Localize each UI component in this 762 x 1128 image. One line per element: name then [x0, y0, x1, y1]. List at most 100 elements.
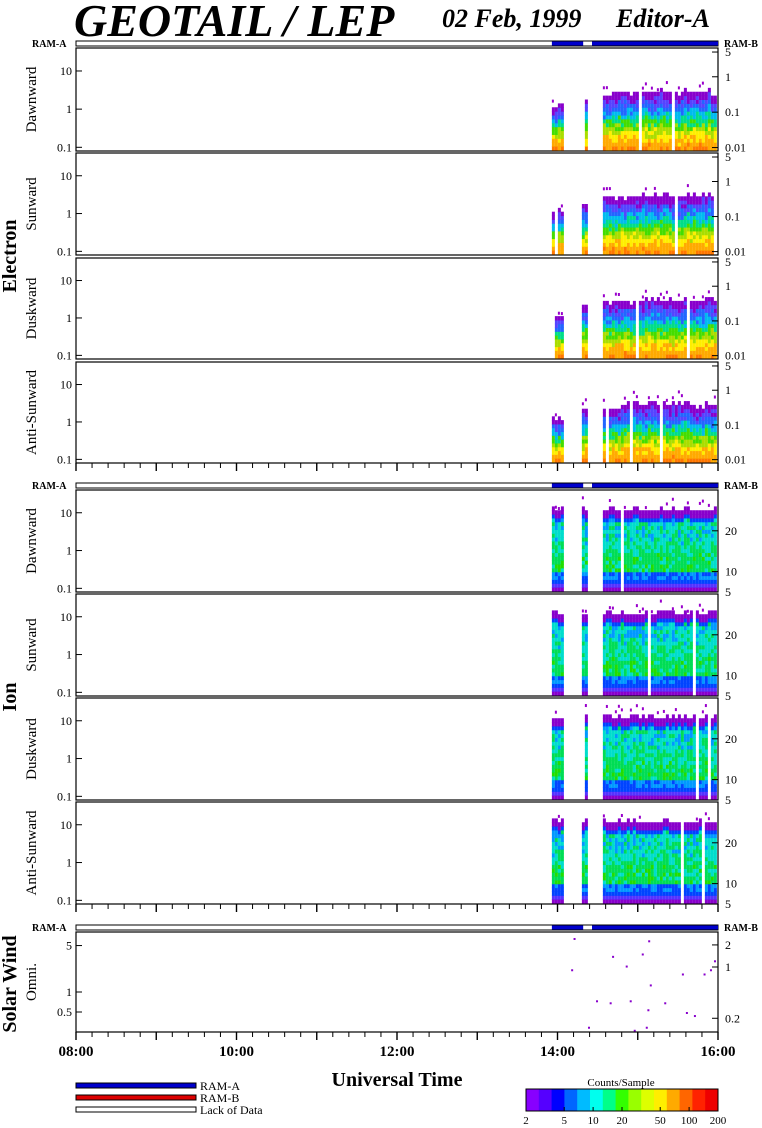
electron-panel-2-cell — [707, 234, 711, 240]
electron-panel-1-cell — [608, 138, 612, 143]
electron-panel-3-cell — [668, 350, 672, 355]
electron-panel-3-cell — [689, 312, 693, 317]
electron-panel-2-cell — [695, 250, 699, 255]
ion-panel-3-cell — [659, 733, 663, 738]
electron-panel-3-cell — [704, 312, 708, 317]
electron-panel-3-cell — [557, 331, 561, 336]
ion-panel-2-cell — [611, 664, 615, 669]
ion-panel-3-cell — [632, 756, 636, 762]
electron-panel-3-cell — [605, 304, 609, 309]
ion-panel-1-cell — [551, 560, 555, 565]
ion-panel-2-cell — [626, 679, 630, 684]
ion-panel-2-cell — [635, 671, 639, 677]
electron-panel-2-cell — [638, 211, 642, 217]
ion-panel-3-cell — [629, 756, 633, 762]
ion-panel-1-cell — [668, 544, 672, 550]
electron-panel-2-cell — [689, 215, 693, 220]
electron-panel-3-cell — [647, 354, 651, 359]
ion-panel-2-cell — [602, 652, 606, 658]
electron-panel-3-cell — [677, 304, 681, 309]
electron-panel-2-cell — [707, 211, 711, 217]
ion-panel-1-cell — [623, 544, 627, 550]
ion-panel-1-cell — [608, 541, 612, 546]
ion-panel-1-cell — [692, 541, 696, 546]
electron-panel-1-cell — [659, 107, 663, 112]
ion-panel-1-cell — [647, 537, 651, 542]
electron-panel-3-cell — [656, 335, 660, 340]
ion-panel-2-cell — [644, 671, 648, 677]
electron-panel-2-cell — [653, 242, 657, 247]
electron-panel-2-cell — [620, 246, 624, 251]
electron-panel-4-cell — [581, 420, 585, 425]
ion-panel-2-cell — [656, 633, 660, 638]
electron-panel-4-cell — [611, 431, 615, 436]
ion-panel-3-cell — [626, 718, 630, 723]
electron-panel-2-cell — [617, 227, 621, 232]
ion-panel-1-cell — [623, 571, 627, 577]
electron-panel-3-right-tick-label: 1 — [725, 279, 731, 293]
ion-panel-2-cell — [713, 648, 717, 654]
ion-panel-2-speck — [659, 599, 662, 603]
ion-panel-1-right-tick-label: 5 — [725, 585, 731, 599]
ion-panel-2-cell — [713, 671, 717, 677]
ion-panel-1-cell — [674, 579, 678, 584]
electron-panel-4-cell — [683, 435, 687, 440]
electron-panel-2-cell — [665, 227, 669, 232]
ion-panel-2-cell — [686, 656, 690, 661]
ion-panel-3-cell — [632, 722, 636, 727]
electron-panel-2-cell — [551, 230, 555, 236]
electron-panel-2-cell — [560, 234, 564, 240]
ion-panel-2-cell — [629, 621, 633, 627]
electron-panel-3-cell — [665, 319, 669, 325]
electron-panel-2-cell — [644, 227, 648, 232]
electron-panel-4-cell — [608, 442, 612, 448]
ion-panel-1-cell — [692, 583, 696, 588]
ion-panel-2-cell — [659, 687, 663, 692]
electron-panel-2-cell — [617, 200, 621, 205]
electron-panel-4-cell — [683, 439, 687, 444]
electron-panel-4-label: Anti-Sunward — [24, 370, 40, 455]
electron-panel-3-cell — [710, 331, 714, 336]
ion-panel-2-cell — [683, 648, 687, 654]
electron-panel-4-cell — [704, 446, 708, 452]
ion-panel-1-cell — [626, 552, 630, 557]
electron-panel-3-cell — [560, 338, 564, 344]
electron-panel-4-cell — [608, 435, 612, 440]
ion-panel-3-cell — [659, 795, 663, 800]
electron-panel-4-cell — [707, 420, 711, 425]
electron-panel-4-cell — [698, 431, 702, 436]
electron-panel-4-cell — [689, 439, 693, 444]
ion-panel-1-cell — [623, 560, 627, 565]
ion-panel-2-cell — [560, 671, 564, 677]
electron-panel-3-cell — [656, 297, 660, 302]
ion-panel-1-speck — [686, 501, 689, 505]
ion-panel-1-cell — [713, 529, 717, 534]
electron-panel-1-cell — [557, 107, 561, 112]
electron-panel-3-cell — [698, 342, 702, 348]
ion-panel-3-cell — [647, 760, 651, 765]
electron-panel-4-cell — [668, 420, 672, 425]
electron-panel-4-cell — [641, 431, 645, 436]
ion-panel-1-cell — [686, 529, 690, 534]
electron-panel-3-cell — [659, 338, 663, 344]
ion-panel-1-cell — [644, 510, 648, 515]
electron-panel-3-cell — [611, 331, 615, 336]
electron-panel-3-cell — [632, 327, 636, 332]
electron-panel-1-cell — [656, 134, 660, 139]
ion-panel-2-cell — [674, 618, 678, 623]
electron-panel-2-cell — [560, 246, 564, 251]
electron-panel-1-speck — [650, 86, 653, 90]
ion-panel-1-cell — [617, 510, 621, 515]
ion-panel-3-cell — [557, 768, 561, 773]
electron-panel-1-cell — [560, 115, 564, 120]
electron-panel-4-cell — [614, 450, 618, 455]
electron-panel-4-cell — [557, 416, 561, 421]
ion-panel-1-cell — [659, 564, 663, 569]
ion-panel-2-cell — [602, 614, 606, 619]
electron-panel-3-cell — [704, 319, 708, 325]
electron-panel-3-cell — [662, 338, 666, 344]
ion-panel-1-cell — [683, 583, 687, 588]
electron-panel-1-cell — [602, 146, 606, 151]
electron-panel-2-cell — [611, 204, 615, 209]
ion-panel-1-cell — [629, 548, 633, 554]
